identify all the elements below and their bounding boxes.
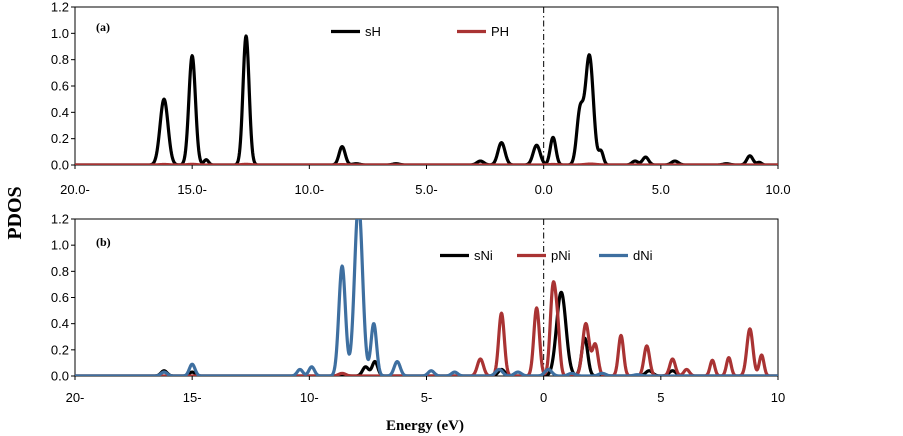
panel-b-ytick-label: 1.2 [51,212,69,227]
panel-a-xtick-label: 5.0 [652,182,670,197]
panel-a-xtick-label: 10.0- [295,182,325,197]
series-line-pni [75,280,778,376]
legend-label-sh: sH [365,24,381,39]
panel-a-xtick-label: 15.0- [177,182,207,197]
legend-label-pni: pNi [551,248,571,263]
y-axis-label: PDOS [4,186,26,239]
panel-b-label: (b) [96,235,111,249]
panel-b-xtick-label: 5- [421,390,433,405]
panel-b-xtick-label: 15- [183,390,202,405]
panel-b-xtick-label: 20- [66,390,85,405]
series-line-sh [75,34,778,165]
panel-b-ytick-label: 0.6 [51,290,69,305]
panel-a-ytick-label: 0.4 [51,105,69,120]
series-line-sni [75,290,778,376]
panel-b-chart: 0.0 0.2 0.4 0.6 0.8 1.0 1.2 20- 15- 10- 5- 0 5 10 sNi p… [51,212,785,406]
panel-b-xtick-label: 5 [657,390,664,405]
panel-a-xtick-label: 10.0 [765,182,790,197]
legend-label-sni: sNi [474,248,493,263]
legend-label-dni: dNi [633,248,653,263]
panel-a-xtick-label: 5.0- [415,182,437,197]
panel-a-ytick-label: 0.2 [51,131,69,146]
panel-a-ytick-label: 0.0 [51,158,69,173]
panel-a-label: (a) [96,20,110,34]
series-line-ph [75,162,778,165]
panel-b-xtick-label: 0 [540,390,547,405]
panel-a-chart: 0.0 0.2 0.4 0.6 0.8 1.0 1.2 20.0- 15.0- 10.0- 5.0-… [51,0,791,197]
panel-b-ytick-label: 0.8 [51,264,69,279]
panel-a-xtick-label: 20.0- [60,182,90,197]
panel-a-ytick-label: 1.2 [51,0,69,15]
panel-b-ytick-label: 0.4 [51,316,69,331]
panel-a-xtick-label: 0.0 [535,182,553,197]
panel-b-ytick-label: 1.0 [51,238,69,253]
panel-a-ytick-label: 0.8 [51,52,69,67]
panel-b-frame [74,218,779,377]
panel-a-frame [74,6,779,166]
panel-b-xtick-label: 10 [771,390,785,405]
panel-b-ytick-label: 0.0 [51,369,69,384]
legend-label-ph: PH [491,24,509,39]
panel-b-xtick-label: 10- [300,390,319,405]
series-line-dni [75,219,778,376]
panel-a-ytick-label: 0.6 [51,79,69,94]
panel-a-ytick-label: 1.0 [51,26,69,41]
x-axis-label: Energy (eV) [386,418,464,434]
panel-b-ytick-label: 0.2 [51,342,69,357]
